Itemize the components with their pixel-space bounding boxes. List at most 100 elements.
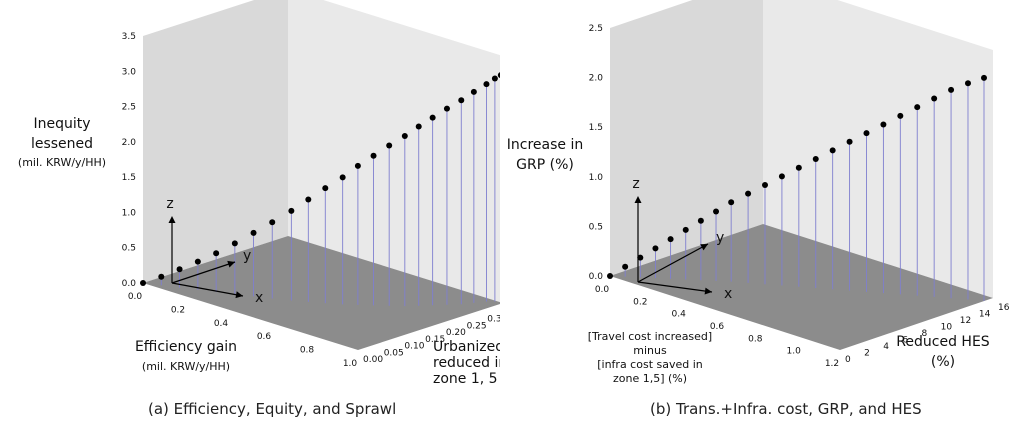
guide-y-arrowhead xyxy=(700,244,708,251)
z-tick-label: 0.0 xyxy=(122,279,137,289)
y-tick-label: 0.30 xyxy=(487,315,500,325)
y-tick-label: 0.15 xyxy=(425,335,445,345)
data-point xyxy=(745,190,752,197)
data-point xyxy=(231,240,238,247)
y-tick-label: 8 xyxy=(922,329,928,339)
caption-a: (a) Efficiency, Equity, and Sprawl xyxy=(148,400,397,418)
y-tick-label: 0.00 xyxy=(363,355,383,365)
data-point xyxy=(637,254,644,261)
y-tick-label: 0.20 xyxy=(446,328,466,338)
y-tick-label: 4 xyxy=(883,342,889,352)
z-axis-title: Inequity xyxy=(33,116,90,132)
data-point xyxy=(194,258,201,265)
z-tick-label: 1.5 xyxy=(122,173,136,183)
data-point xyxy=(458,97,465,104)
data-point xyxy=(667,236,674,243)
z-tick-label: 3.5 xyxy=(122,32,136,42)
y-tick-label: 6 xyxy=(902,336,908,346)
guide-z-label: z xyxy=(166,196,173,212)
data-point xyxy=(354,162,361,169)
z-axis-title: GRP (%) xyxy=(516,157,574,173)
x-axis-title: Efficiency gain xyxy=(135,339,237,355)
data-point xyxy=(176,266,183,273)
data-point xyxy=(269,219,276,226)
data-point xyxy=(305,196,312,203)
z-tick-label: 2.5 xyxy=(122,103,136,113)
back-wall xyxy=(610,0,763,276)
guide-x-label: x xyxy=(255,290,263,306)
data-point xyxy=(652,245,659,252)
data-point xyxy=(812,156,819,163)
data-point xyxy=(762,181,768,188)
guide-x-arrowhead xyxy=(235,291,243,299)
x-tick-label: 0.8 xyxy=(300,346,315,356)
data-point xyxy=(140,280,146,286)
y-axis-title: Reduced HES xyxy=(896,334,989,350)
x-tick-label: 0.6 xyxy=(710,322,725,332)
data-point xyxy=(897,112,904,119)
data-point xyxy=(846,138,853,145)
y-tick-label: 12 xyxy=(960,316,971,326)
data-point xyxy=(682,226,689,233)
z-tick-label: 0.5 xyxy=(122,244,136,254)
x-tick-label: 1.0 xyxy=(787,347,802,357)
data-point xyxy=(288,207,295,214)
data-point xyxy=(697,217,704,224)
data-point xyxy=(607,273,613,279)
y-tick-label: 0.25 xyxy=(467,321,487,331)
data-point xyxy=(713,208,720,215)
x-tick-label: 0.0 xyxy=(595,285,610,295)
guide-y-line xyxy=(171,261,236,284)
z-tick-label: 0.0 xyxy=(589,272,604,282)
guide-x-label: x xyxy=(724,286,732,302)
data-point xyxy=(470,88,477,95)
x-axis-title: minus xyxy=(633,344,667,357)
x-tick-label: 0.2 xyxy=(171,305,185,315)
guide-x-line xyxy=(171,282,244,297)
x-axis-title: [infra cost saved in xyxy=(597,358,703,371)
data-point xyxy=(622,263,629,270)
z-tick-label: 3.0 xyxy=(122,67,137,77)
guide-z-label: z xyxy=(632,176,639,192)
data-point xyxy=(728,199,735,206)
x-axis-title: zone 1,5] (%) xyxy=(613,372,687,385)
y-axis-title: Urbanized area xyxy=(433,339,500,355)
guide-z-arrowhead xyxy=(634,196,642,203)
data-point xyxy=(370,152,377,159)
data-point xyxy=(401,133,408,140)
z-axis-unit: (mil. KRW/y/HH) xyxy=(18,156,106,169)
chart-efficiency-equity-sprawl: 0.0 0.5 1.0 1.5 2.0 2.5 3.0 3.5 0.0 0.2 0.4 0.6 0.8 1… xyxy=(18,0,500,387)
z-tick-label: 2.5 xyxy=(589,24,603,34)
data-point xyxy=(948,86,955,93)
y-tick-label: 10 xyxy=(941,323,953,333)
data-point xyxy=(415,123,422,130)
data-point xyxy=(429,114,436,121)
data-point xyxy=(386,142,393,149)
z-tick-label: 0.5 xyxy=(589,222,603,232)
x-tick-label: 0.2 xyxy=(633,297,647,307)
data-point xyxy=(863,130,870,137)
data-point xyxy=(491,75,498,82)
data-point xyxy=(778,173,785,180)
data-point xyxy=(981,74,987,81)
y-tick-label: 2 xyxy=(864,349,870,359)
data-point xyxy=(158,273,165,280)
x-axis-title: [Travel cost increased] xyxy=(588,330,712,343)
y-axis-title: zone 1, 5 (%) xyxy=(433,371,500,387)
data-point xyxy=(483,81,490,88)
data-point xyxy=(829,147,836,154)
data-point xyxy=(250,229,257,236)
guide-y-arrowhead xyxy=(227,260,235,268)
x-tick-label: 0.6 xyxy=(257,332,272,342)
data-point xyxy=(931,95,938,102)
data-point xyxy=(322,185,329,192)
y-tick-label: 0.10 xyxy=(404,342,424,352)
x-tick-label: 0.8 xyxy=(748,334,763,344)
x-tick-label: 0.0 xyxy=(128,292,143,302)
data-point xyxy=(339,174,346,181)
data-point xyxy=(964,80,971,87)
back-wall xyxy=(143,0,288,283)
data-point xyxy=(497,72,500,78)
data-point xyxy=(443,105,450,112)
